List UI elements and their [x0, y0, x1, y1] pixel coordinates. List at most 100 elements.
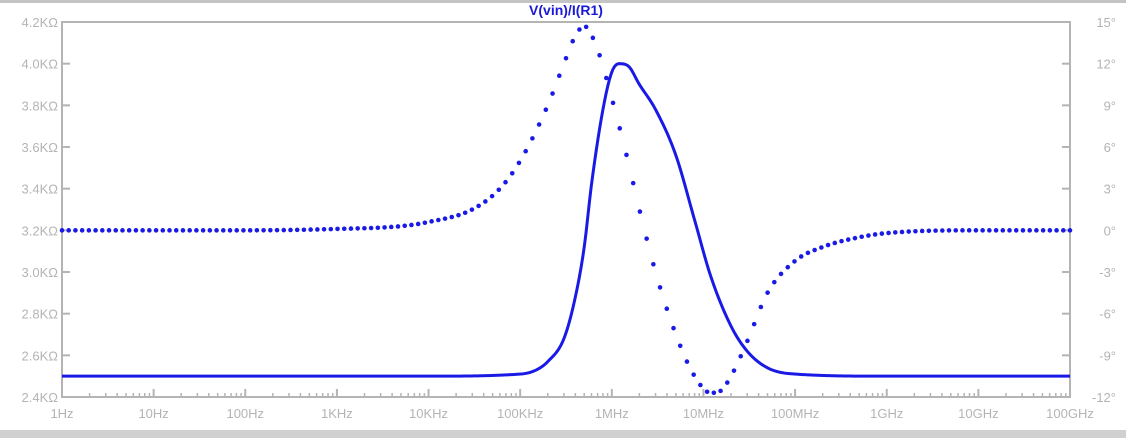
phase-point [832, 240, 838, 246]
phase-point [563, 55, 569, 61]
phase-point [489, 193, 495, 199]
phase-point [73, 228, 78, 233]
chart-title: V(vin)/I(R1) [529, 2, 603, 18]
phase-point [220, 228, 226, 233]
x-tick-label: 100Hz [226, 406, 264, 421]
series-layer [59, 24, 1073, 396]
phase-point [429, 219, 434, 224]
phase-point [825, 242, 831, 248]
phase-point [772, 279, 777, 285]
phase-point [597, 52, 602, 58]
phase-point [987, 228, 992, 233]
phase-point [321, 227, 327, 232]
phase-point [731, 368, 737, 373]
phase-point [234, 228, 240, 233]
phase-point [388, 224, 394, 230]
phase-point [368, 225, 374, 231]
phase-point [126, 228, 132, 233]
phase-point [630, 180, 636, 186]
phase-point [362, 225, 367, 231]
phase-point [449, 214, 455, 220]
phase-point [66, 228, 72, 233]
phase-point [933, 228, 938, 233]
phase-point [651, 261, 656, 267]
phase-point [140, 228, 145, 233]
y-right-tick-label: 6° [1104, 140, 1116, 155]
phase-point [543, 107, 549, 113]
phase-point [1020, 228, 1026, 233]
phase-point [442, 216, 448, 221]
phase-point [872, 232, 878, 237]
plot-area[interactable] [61, 21, 1071, 398]
phase-point [698, 382, 703, 388]
phase-point [86, 228, 92, 233]
phase-point [402, 223, 408, 229]
phase-point [173, 228, 179, 233]
y-right-tick-label: 3° [1104, 182, 1116, 197]
phase-point [704, 389, 710, 395]
phase-point [227, 228, 233, 233]
phase-point [1040, 228, 1046, 233]
y-left-tick-label: 3.8KΩ [22, 98, 59, 113]
phase-point [1034, 228, 1039, 233]
phase-point [751, 321, 757, 327]
phase-point [160, 228, 166, 233]
phase-point [355, 226, 360, 231]
x-tick-label: 10MHz [683, 406, 724, 421]
phase-point [684, 359, 690, 364]
phase-point [819, 245, 824, 250]
y-right-tick-label: -9° [1099, 348, 1116, 363]
phase-point [657, 285, 663, 290]
phase-point [711, 390, 717, 396]
phase-point [617, 126, 623, 131]
phase-point [59, 228, 65, 233]
phase-point [93, 228, 98, 233]
phase-point [556, 73, 562, 78]
phase-point [906, 229, 912, 234]
phase-point [469, 207, 475, 212]
phase-point [274, 227, 280, 233]
ticks-layer [61, 21, 1071, 398]
phase-point [153, 228, 159, 233]
phase-point [187, 228, 192, 233]
phase-point [671, 325, 676, 331]
phase-point [1013, 228, 1019, 233]
phase-point [1067, 228, 1073, 233]
phase-point [194, 228, 199, 233]
phase-point [375, 225, 381, 231]
phase-point [805, 250, 811, 256]
phase-point [637, 209, 643, 214]
phase-point [590, 35, 596, 41]
phase-point [294, 227, 300, 233]
phase-point [852, 235, 858, 241]
phase-point [167, 228, 172, 233]
phase-point [812, 247, 817, 253]
x-tick-label: 1GHz [870, 406, 903, 421]
phase-point [308, 227, 313, 232]
phase-point [1000, 228, 1006, 233]
phase-point [778, 271, 784, 277]
phase-point [395, 224, 401, 229]
phase-point [496, 187, 502, 193]
y-left-tick-label: 4.0KΩ [22, 57, 59, 72]
x-tick-label: 100MHz [771, 406, 819, 421]
phase-point [980, 228, 985, 233]
phase-point [953, 228, 959, 233]
phase-point [899, 229, 905, 235]
phase-point [879, 231, 885, 236]
phase-point [301, 227, 307, 233]
phase-point [993, 228, 999, 233]
phase-point [79, 228, 85, 233]
phase-point [436, 217, 441, 223]
plot-frame-bottom [0, 430, 1126, 438]
phase-point [288, 227, 293, 233]
labels-layer: 1Hz 10Hz 100Hz 1KHz 10KHz 100KHz 1MHz 10MHz 100M… [22, 15, 1116, 421]
phase-point [792, 259, 797, 264]
phase-point [960, 228, 965, 233]
phase-point [281, 227, 287, 233]
phase-point [214, 228, 219, 233]
phase-point [341, 226, 347, 232]
x-tick-label: 1KHz [321, 406, 353, 421]
y-right-tick-label: 9° [1104, 98, 1116, 113]
phase-point [859, 234, 864, 240]
